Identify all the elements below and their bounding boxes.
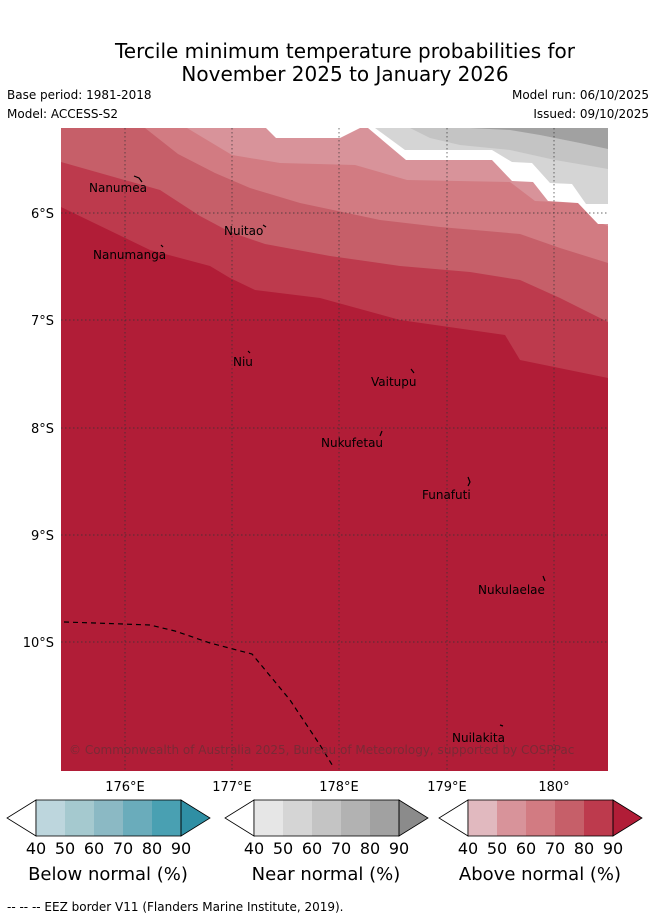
label-nuitao: Nuitao (224, 224, 263, 238)
lon-tick-177e: 177°E (212, 780, 252, 795)
island-nuilakita (499, 724, 504, 727)
label-nukulaelae: Nukulaelae (478, 583, 545, 597)
island-nukufetau (379, 430, 383, 437)
island-niu (247, 350, 251, 354)
cb-below-tick-50: 50 (55, 839, 75, 858)
island-nukulaelae (542, 575, 546, 582)
label-nuilakita: Nuilakita (452, 731, 505, 745)
cb-above-seg-90 (612, 799, 643, 837)
cb-above-outline (467, 799, 614, 837)
lat-tick-10s: 10°S (23, 636, 54, 651)
lon-tick-180: 180° (538, 780, 569, 795)
copyright-notice: © Commonwealth of Australia 2025, Bureau… (69, 743, 574, 757)
island-nuitao (262, 224, 267, 228)
graticule (61, 128, 608, 771)
cb-above-tick-70: 70 (545, 839, 565, 858)
cb-below-under (6, 799, 37, 837)
cb-above-tick-80: 80 (574, 839, 594, 858)
colorbar-below-normal: 40 50 60 70 80 90 Below normal (%) (6, 799, 211, 885)
cb-below-label: Below normal (%) (28, 864, 188, 885)
cb-near-label: Near normal (%) (252, 864, 401, 885)
cb-below-seg-40 (36, 800, 65, 836)
cb-below-outline (35, 799, 182, 837)
chart-title: Tercile minimum temperature probabilitie… (0, 40, 655, 86)
cb-near-seg-80 (370, 800, 399, 836)
cb-above-seg-40 (468, 800, 497, 836)
band-near-80 (470, 128, 608, 149)
cb-below-tick-80: 80 (142, 839, 162, 858)
cb-near-seg-90 (398, 799, 429, 837)
cb-near-tick-80: 80 (360, 839, 380, 858)
cb-below-seg-60 (94, 800, 123, 836)
cb-below-tick-60: 60 (84, 839, 104, 858)
cb-above-seg-80 (584, 800, 613, 836)
cb-above-label: Above normal (%) (459, 864, 621, 885)
eez-border-line (63, 621, 335, 769)
lat-tick-9s: 9°S (31, 529, 54, 544)
probability-bands (61, 128, 608, 771)
cb-below-seg-80 (152, 800, 181, 836)
lat-tick-7s: 7°S (31, 314, 54, 329)
lon-tick-176e: 176°E (105, 780, 145, 795)
label-nanumea: Nanumea (89, 181, 147, 195)
label-niu: Niu (233, 355, 253, 369)
cb-near-outline (253, 799, 400, 837)
cb-below-tick-70: 70 (113, 839, 133, 858)
cb-below-tick-90: 90 (171, 839, 191, 858)
island-nanumea (133, 175, 143, 183)
cb-above-under (438, 799, 469, 837)
lat-tick-8s: 8°S (31, 422, 54, 437)
eez-legend-footer: -- -- -- EEZ border V11 (Flanders Marine… (7, 900, 344, 914)
lon-tick-178e: 178°E (319, 780, 359, 795)
latitude-ticks: 6°S 7°S 8°S 9°S 10°S (23, 207, 54, 651)
place-labels: Nanumea Nuitao Nanumanga Niu Vaitupu Nuk… (89, 181, 545, 745)
cb-above-seg-50 (497, 800, 526, 836)
cb-near-seg-70 (341, 800, 370, 836)
label-funafuti: Funafuti (422, 488, 471, 502)
cb-near-seg-60 (312, 800, 341, 836)
cb-above-tick-40: 40 (458, 839, 478, 858)
cb-above-tick-90: 90 (603, 839, 623, 858)
cb-near-tick-90: 90 (389, 839, 409, 858)
island-outlines (133, 175, 546, 727)
cb-below-seg-50 (65, 800, 94, 836)
lat-tick-6s: 6°S (31, 207, 54, 222)
title-line-1: Tercile minimum temperature probabilitie… (114, 39, 576, 63)
label-nanumanga: Nanumanga (93, 248, 166, 262)
cb-above-seg-70 (555, 800, 584, 836)
model-run: Model run: 06/10/2025 (511, 88, 649, 102)
cb-below-seg-70 (123, 800, 152, 836)
cb-near-under (224, 799, 255, 837)
cb-near-tick-40: 40 (244, 839, 264, 858)
issued-date: Issued: 09/10/2025 (533, 107, 649, 121)
colorbar-above-normal: 40 50 60 70 80 90 Above normal (%) (438, 799, 643, 885)
cb-near-seg-50 (283, 800, 312, 836)
lon-tick-179e: 179°E (427, 780, 467, 795)
island-nanumanga (160, 244, 164, 248)
base-period: Base period: 1981-2018 (7, 88, 152, 102)
label-nukufetau: Nukufetau (321, 436, 383, 450)
longitude-ticks: 176°E 177°E 178°E 179°E 180° (105, 780, 569, 795)
title-line-2: November 2025 to January 2026 (181, 62, 509, 86)
cb-near-tick-70: 70 (331, 839, 351, 858)
cb-above-seg-60 (526, 800, 555, 836)
cb-above-tick-50: 50 (487, 839, 507, 858)
cb-above-tick-60: 60 (516, 839, 536, 858)
cb-near-tick-60: 60 (302, 839, 322, 858)
label-vaitupu: Vaitupu (371, 375, 417, 389)
island-funafuti (467, 476, 471, 487)
island-vaitupu (410, 368, 415, 374)
cb-below-seg-90 (180, 799, 211, 837)
model-name: Model: ACCESS-S2 (7, 107, 119, 121)
cb-below-tick-40: 40 (26, 839, 46, 858)
colorbar-near-normal: 40 50 60 70 80 90 Near normal (%) (224, 799, 429, 885)
cb-near-seg-40 (254, 800, 283, 836)
cb-near-tick-50: 50 (273, 839, 293, 858)
